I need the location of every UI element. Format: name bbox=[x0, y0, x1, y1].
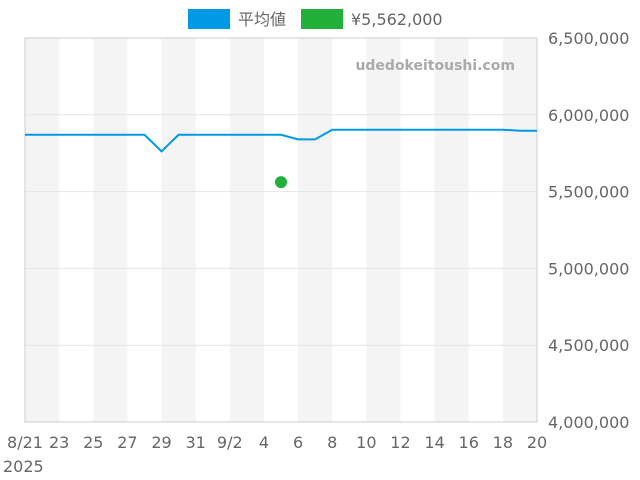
watermark: udedokeitoushi.com bbox=[355, 58, 515, 74]
x-tick-label: 18 bbox=[493, 433, 513, 452]
background-bands bbox=[25, 38, 537, 422]
x-tick-label: 20 bbox=[527, 433, 547, 452]
y-tick-label: 6,000,000 bbox=[548, 106, 629, 125]
x-tick-label: 31 bbox=[185, 433, 205, 452]
plot-border bbox=[24, 37, 538, 423]
background-band bbox=[502, 38, 537, 422]
y-tick-label: 4,000,000 bbox=[548, 413, 629, 432]
background-band bbox=[161, 38, 196, 422]
legend-label-average: 平均値 bbox=[238, 10, 286, 29]
legend-label-price: ¥5,562,000 bbox=[351, 10, 443, 29]
x-tick-label: 4 bbox=[259, 433, 269, 452]
x-tick-label: 14 bbox=[424, 433, 444, 452]
background-band bbox=[93, 38, 128, 422]
x-tick-label: 8 bbox=[327, 433, 337, 452]
background-band bbox=[366, 38, 401, 422]
x-tick-label: 25 bbox=[83, 433, 103, 452]
x-year-label: 2025 bbox=[3, 457, 44, 476]
y-tick-label: 4,500,000 bbox=[548, 336, 629, 355]
y-tick-label: 5,000,000 bbox=[548, 259, 629, 278]
legend-swatch-price bbox=[301, 9, 343, 29]
x-tick-label: 12 bbox=[390, 433, 410, 452]
x-tick-label: 9/2 bbox=[217, 433, 243, 452]
legend-swatch-average bbox=[188, 9, 230, 29]
x-tick-label: 6 bbox=[293, 433, 303, 452]
x-tick-label: 8/21 bbox=[7, 433, 43, 452]
y-tick-label: 6,500,000 bbox=[548, 29, 629, 48]
y-axis: 4,000,000 4,500,000 5,000,000 5,500,000 6,00… bbox=[548, 29, 629, 432]
background-band bbox=[298, 38, 333, 422]
background-band bbox=[25, 38, 60, 422]
x-tick-label: 16 bbox=[459, 433, 479, 452]
x-tick-label: 23 bbox=[49, 433, 69, 452]
legend: 平均値 ¥5,562,000 bbox=[188, 9, 443, 29]
average-price-line bbox=[25, 128, 537, 153]
background-band bbox=[229, 38, 264, 422]
price-point bbox=[275, 176, 287, 189]
x-tick-label: 10 bbox=[356, 433, 376, 452]
x-axis: 8/21 23 25 27 29 31 9/2 4 6 8 10 12 14 16 18 20 bbox=[7, 433, 547, 452]
background-band bbox=[434, 38, 469, 422]
y-tick-label: 5,500,000 bbox=[548, 183, 629, 202]
series-layer bbox=[25, 128, 537, 189]
x-tick-label: 27 bbox=[117, 433, 137, 452]
x-tick-label: 29 bbox=[151, 433, 171, 452]
